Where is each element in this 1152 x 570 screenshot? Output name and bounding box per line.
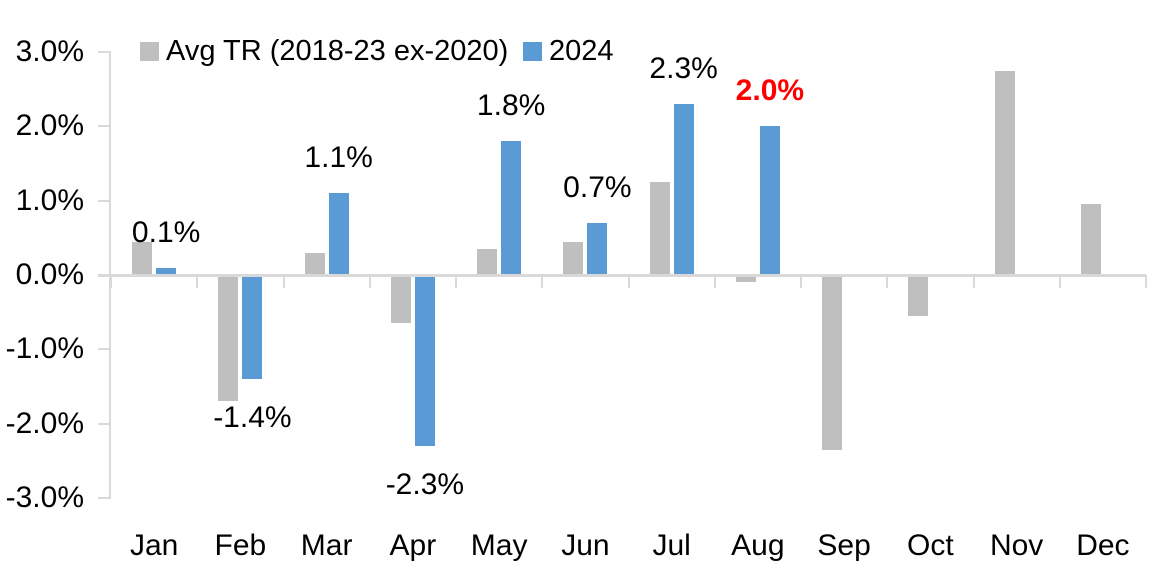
y-axis-tick xyxy=(98,199,111,202)
x-axis-label-jun: Jun xyxy=(561,529,610,562)
x-axis-label-aug: Aug xyxy=(731,529,785,562)
data-label-2024-feb: -1.4% xyxy=(213,401,292,435)
bar-2024-apr xyxy=(414,275,435,446)
bar-avg-tr-jan xyxy=(132,241,153,275)
y-axis-tick-label: -2.0% xyxy=(5,406,84,440)
x-axis-label-jan: Jan xyxy=(129,529,179,562)
bar-2024-aug xyxy=(759,126,780,275)
bar-avg-tr-sep xyxy=(822,275,843,450)
data-label-2024-jul: 2.3% xyxy=(649,52,718,86)
x-axis-tick xyxy=(1058,275,1061,288)
y-axis-tick xyxy=(98,348,111,351)
x-axis-tick xyxy=(972,275,975,288)
bar-avg-tr-mar xyxy=(304,252,325,275)
legend-item-2024: 2024 xyxy=(523,35,614,67)
x-axis-label-apr: Apr xyxy=(389,529,437,562)
data-label-2024-jan: 0.1% xyxy=(131,215,201,249)
x-axis-tick xyxy=(110,275,112,288)
x-axis-label-nov: Nov xyxy=(989,529,1044,562)
y-axis-tick xyxy=(98,422,111,425)
y-axis-tick xyxy=(98,51,111,54)
bar-2024-jul xyxy=(673,104,694,275)
chart-legend: Avg TR (2018-23 ex-2020) 2024 xyxy=(0,0,1152,72)
x-axis-label-feb: Feb xyxy=(214,529,267,562)
legend-swatch-avg-tr xyxy=(140,41,159,61)
x-axis-tick xyxy=(455,275,457,288)
data-label-2024-apr: -2.3% xyxy=(385,467,465,501)
bar-avg-tr-dec xyxy=(1080,204,1101,275)
legend-swatch-2024 xyxy=(523,41,542,61)
x-axis-tick xyxy=(282,275,285,288)
bar-avg-tr-aug xyxy=(735,275,756,283)
x-axis-tick xyxy=(196,275,199,288)
bar-2024-may xyxy=(501,141,522,275)
x-axis-label-mar: Mar xyxy=(300,529,353,562)
y-axis-tick-label: -3.0% xyxy=(5,480,84,514)
y-axis-tick-label: 0.0% xyxy=(15,258,84,291)
data-label-2024-jun: 0.7% xyxy=(563,170,632,204)
legend-label-avg-tr: Avg TR (2018-23 ex-2020) xyxy=(166,35,509,67)
y-axis-tick-label: 1.0% xyxy=(15,183,84,217)
legend-label-2024: 2024 xyxy=(549,35,614,67)
x-axis-tick xyxy=(713,275,716,288)
x-axis-label-oct: Oct xyxy=(907,529,954,562)
bar-avg-tr-nov xyxy=(994,70,1015,275)
x-axis-tick xyxy=(368,275,371,288)
x-axis-tick xyxy=(1145,275,1147,288)
bar-avg-tr-feb xyxy=(218,275,239,402)
y-axis-tick-label: 3.0% xyxy=(15,35,84,69)
bar-avg-tr-oct xyxy=(908,275,929,316)
bar-avg-tr-may xyxy=(477,248,498,275)
x-axis-label-sep: Sep xyxy=(817,529,871,562)
x-axis-label-dec: Dec xyxy=(1076,529,1130,562)
bar-2024-feb xyxy=(242,275,263,380)
data-label-2024-aug: 2.0% xyxy=(735,74,805,108)
x-axis-tick xyxy=(541,275,544,288)
y-axis-tick-label: 2.0% xyxy=(15,109,84,143)
bar-2024-jun xyxy=(587,222,608,275)
zero-line xyxy=(98,274,1146,277)
x-axis-tick xyxy=(886,275,889,288)
data-label-2024-mar: 1.1% xyxy=(304,141,373,175)
x-axis-tick xyxy=(627,275,630,288)
x-axis-tick xyxy=(800,275,802,288)
x-axis-label-may: May xyxy=(470,529,528,562)
bar-avg-tr-jul xyxy=(649,182,670,275)
y-axis-tick xyxy=(98,496,111,499)
bar-2024-jan xyxy=(156,267,177,275)
y-axis-tick-label: -1.0% xyxy=(5,332,84,366)
data-label-2024-may: 1.8% xyxy=(476,89,546,123)
bar-avg-tr-apr xyxy=(390,275,411,324)
legend-item-avg-tr: Avg TR (2018-23 ex-2020) xyxy=(140,35,509,67)
x-axis-label-jul: Jul xyxy=(652,529,691,562)
bar-avg-tr-jun xyxy=(563,241,584,275)
bar-2024-mar xyxy=(328,193,349,275)
y-axis-tick xyxy=(98,125,111,128)
